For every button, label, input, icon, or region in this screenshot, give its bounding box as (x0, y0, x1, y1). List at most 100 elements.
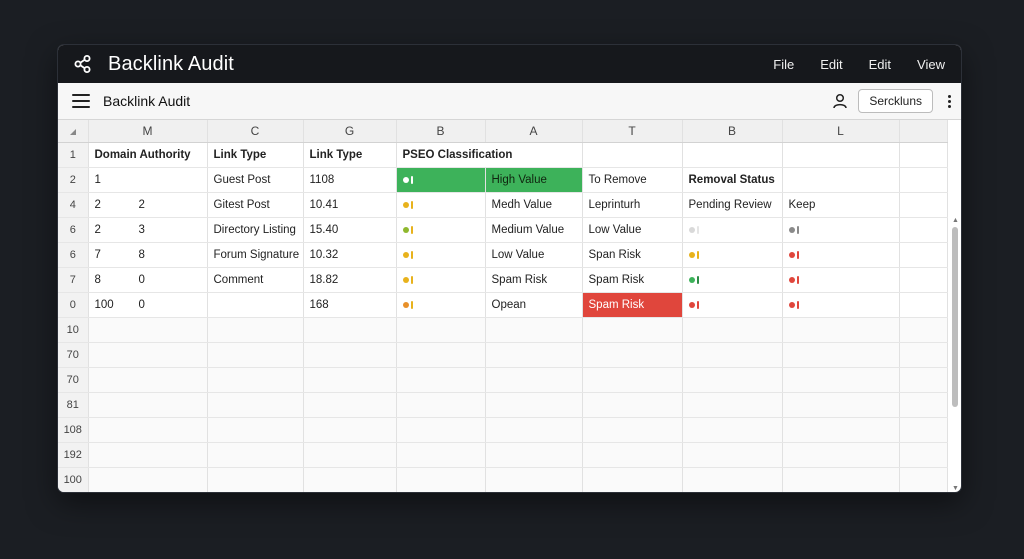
column-header[interactable]: B (396, 120, 486, 143)
empty-cell[interactable] (899, 417, 948, 443)
row-number[interactable]: 70 (58, 367, 89, 393)
table-cell[interactable] (899, 292, 948, 318)
classification-cell[interactable]: Medh Value (485, 192, 583, 218)
empty-cell[interactable] (782, 367, 900, 393)
empty-cell[interactable] (582, 317, 683, 343)
row-number[interactable]: 7 (58, 267, 89, 293)
empty-cell[interactable] (582, 392, 683, 418)
value-cell[interactable]: 18.82 (303, 267, 397, 293)
action-cell[interactable]: To Remove (582, 167, 683, 193)
keep-cell[interactable] (782, 217, 900, 243)
select-all-corner[interactable] (58, 120, 89, 143)
menu-edit-2[interactable]: Edit (868, 56, 892, 72)
classification-cell[interactable]: Low Value (485, 242, 583, 268)
action-cell[interactable]: Spam Risk (582, 292, 683, 318)
link-type-cell[interactable]: Gitest Post (207, 192, 304, 218)
empty-cell[interactable] (782, 467, 900, 492)
row-number[interactable]: 108 (58, 417, 89, 443)
empty-cell[interactable] (485, 417, 583, 443)
table-cell[interactable] (899, 167, 948, 193)
link-type-cell[interactable]: Forum Signature (207, 242, 304, 268)
value-cell[interactable]: 10.41 (303, 192, 397, 218)
empty-cell[interactable] (682, 392, 783, 418)
empty-cell[interactable] (303, 442, 397, 468)
empty-cell[interactable] (899, 442, 948, 468)
user-icon[interactable] (832, 93, 848, 109)
empty-cell[interactable] (303, 317, 397, 343)
row-number[interactable]: 0 (58, 292, 89, 318)
link-type-cell[interactable]: Comment (207, 267, 304, 293)
column-header[interactable]: M (88, 120, 208, 143)
row-number[interactable]: 100 (58, 467, 89, 492)
empty-cell[interactable] (207, 392, 304, 418)
removal-status-cell[interactable]: Removal Status (682, 167, 783, 193)
empty-cell[interactable] (303, 392, 397, 418)
row-number[interactable]: 192 (58, 442, 89, 468)
empty-cell[interactable] (396, 367, 486, 393)
empty-cell[interactable] (582, 467, 683, 492)
column-header[interactable]: C (207, 120, 304, 143)
empty-cell[interactable] (207, 467, 304, 492)
cell-link-type-header-2[interactable]: Link Type (303, 142, 397, 168)
empty-cell[interactable] (682, 367, 783, 393)
empty-cell[interactable] (396, 442, 486, 468)
empty-cell[interactable] (207, 367, 304, 393)
table-cell[interactable] (899, 267, 948, 293)
empty-cell[interactable] (485, 317, 583, 343)
row-number[interactable]: 81 (58, 392, 89, 418)
table-cell[interactable] (682, 142, 783, 168)
empty-cell[interactable] (396, 317, 486, 343)
empty-cell[interactable] (682, 417, 783, 443)
table-cell[interactable] (899, 142, 948, 168)
empty-cell[interactable] (899, 392, 948, 418)
classification-cell[interactable]: Opean (485, 292, 583, 318)
indicator-cell[interactable] (396, 242, 486, 268)
classification-cell[interactable]: Spam Risk (485, 267, 583, 293)
more-options-icon[interactable] (947, 94, 951, 109)
classification-cell[interactable]: High Value (485, 167, 583, 193)
menu-view[interactable]: View (917, 56, 945, 72)
indicator-cell[interactable] (396, 217, 486, 243)
column-header-empty[interactable] (899, 120, 948, 143)
empty-cell[interactable] (682, 342, 783, 368)
empty-cell[interactable] (485, 392, 583, 418)
cell-link-type-header[interactable]: Link Type (207, 142, 304, 168)
empty-cell[interactable] (485, 442, 583, 468)
empty-cell[interactable] (782, 392, 900, 418)
indicator-cell[interactable] (396, 167, 486, 193)
keep-cell[interactable] (782, 167, 900, 193)
column-header[interactable]: B (682, 120, 783, 143)
row-number[interactable]: 70 (58, 342, 89, 368)
empty-cell[interactable] (303, 367, 397, 393)
empty-cell[interactable] (899, 317, 948, 343)
share-nodes-icon[interactable] (73, 54, 93, 74)
cell-pseo-classification-header[interactable]: PSEO Classification (396, 142, 583, 168)
column-header[interactable]: A (485, 120, 583, 143)
table-cell[interactable] (899, 192, 948, 218)
keep-cell[interactable] (782, 292, 900, 318)
empty-cell[interactable] (682, 442, 783, 468)
removal-status-cell[interactable] (682, 292, 783, 318)
row-number[interactable]: 6 (58, 217, 89, 243)
row-number[interactable]: 4 (58, 192, 89, 218)
empty-cell[interactable] (88, 392, 208, 418)
action-cell[interactable]: Spam Risk (582, 267, 683, 293)
keep-cell[interactable]: Keep (782, 192, 900, 218)
cell-domain-authority-header[interactable]: Domain Authority (88, 142, 208, 168)
hamburger-menu-icon[interactable] (72, 94, 90, 108)
removal-status-cell[interactable] (682, 217, 783, 243)
domain-authority-cell[interactable]: 100 0 (88, 292, 208, 318)
indicator-cell[interactable] (396, 192, 486, 218)
value-cell[interactable]: 15.40 (303, 217, 397, 243)
indicator-cell[interactable] (396, 292, 486, 318)
column-header[interactable]: T (582, 120, 683, 143)
value-cell[interactable]: 10.32 (303, 242, 397, 268)
value-cell[interactable]: 1108 (303, 167, 397, 193)
empty-cell[interactable] (303, 342, 397, 368)
empty-cell[interactable] (582, 342, 683, 368)
action-cell[interactable]: Low Value (582, 217, 683, 243)
row-number[interactable]: 2 (58, 167, 89, 193)
table-cell[interactable] (899, 217, 948, 243)
